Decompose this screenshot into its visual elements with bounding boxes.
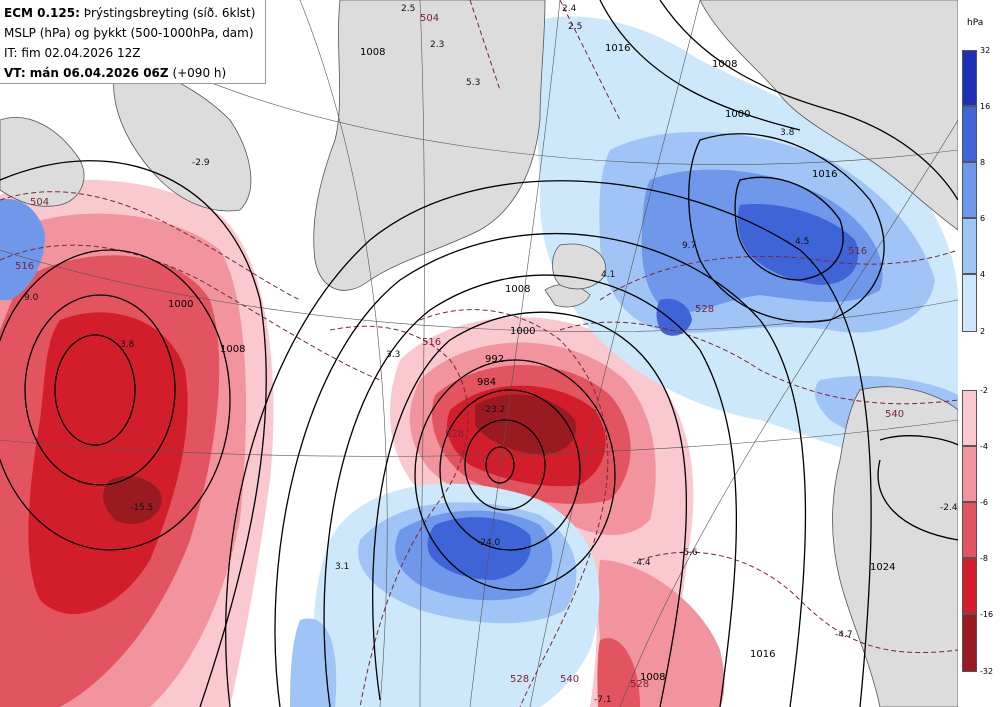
isobar-label: 1008 (712, 59, 738, 70)
field-name: Þrýstingsbreyting (síð. 6klst) (83, 6, 256, 20)
change-value-label: 2.5 (568, 22, 583, 32)
map-title-box: ECM 0.125: Þrýstingsbreyting (síð. 6klst… (0, 0, 266, 84)
title-line-4: VT: mán 06.04.2026 06Z (+090 h) (4, 63, 261, 83)
change-value-label: -2.9 (192, 158, 210, 168)
isobar-label: 1016 (750, 649, 776, 660)
change-value-label: -24.0 (477, 538, 501, 548)
greenland-landmass (313, 0, 546, 291)
isobar-label: 1008 (505, 284, 531, 295)
colorbar-swatch (962, 390, 977, 446)
valid-time: VT: mán 06.04.2026 06Z (4, 66, 169, 80)
colorbar-swatch (962, 162, 977, 218)
baffin-landmass (113, 59, 252, 212)
change-value-label: 3.8 (780, 128, 795, 138)
colorbar-swatch (962, 50, 977, 106)
change-value-label: 9.7 (682, 241, 697, 251)
isobar-label: 992 (485, 354, 505, 365)
colorbar-swatch (962, 218, 977, 274)
change-value-label: 5.3 (466, 78, 481, 88)
colorbar-swatch (962, 558, 977, 614)
isobar-label: 1016 (812, 169, 838, 180)
isobar-label: 1008 (360, 47, 386, 58)
title-line-2: MSLP (hPa) og þykkt (500-1000hPa, dam) (4, 26, 254, 40)
thickness-label: 504 (420, 13, 440, 24)
pressure-rise-area-central (313, 483, 600, 707)
colorbar-swatch (962, 274, 977, 332)
change-value-label: 4.1 (601, 270, 616, 280)
colorbar-tick: 16 (980, 102, 991, 111)
thickness-label: 528 (445, 429, 465, 440)
change-value-label: 3.3 (386, 350, 401, 360)
isobar-label: 1008 (640, 672, 666, 683)
model-name: ECM 0.125: (4, 6, 80, 20)
colorbar-tick: -8 (980, 554, 988, 563)
colorbar-unit: hPa (967, 18, 984, 28)
colorbar-tick: -2 (980, 386, 988, 395)
change-value-label: 9.0 (24, 293, 39, 303)
isobars (0, 0, 958, 707)
title-line-1: ECM 0.125: Þrýstingsbreyting (síð. 6klst… (4, 3, 261, 23)
colorbar-swatch (962, 502, 977, 558)
land-masses (0, 0, 958, 707)
thickness-label: 528 (695, 304, 715, 315)
change-value-label: -23.2 (482, 405, 506, 415)
europe-landmass (832, 386, 958, 707)
map-graphics (0, 0, 958, 707)
change-value-label: 4.5 (795, 237, 810, 247)
change-value-label: -7.1 (594, 695, 612, 705)
colorbar-tick: 8 (980, 158, 986, 167)
scandinavia-landmass (699, 0, 958, 231)
forecast-hour: (+090 h) (172, 66, 227, 80)
change-value-label: 2.4 (562, 4, 577, 14)
thickness-label: 516 (15, 261, 35, 272)
change-value-label: -2.4 (940, 503, 958, 513)
map-area: 1008 1000 992 984 1008 1016 1008 1016 10… (0, 0, 958, 707)
pressure-fall-area-west (0, 179, 274, 707)
colorbar-tick: 4 (980, 270, 986, 279)
colorbar-tick: -4 (980, 442, 988, 451)
thickness-label: 516 (848, 246, 868, 257)
colorbar-tick: 32 (980, 46, 991, 55)
thickness-label: 540 (560, 674, 580, 685)
isobar-label: 1008 (220, 344, 246, 355)
change-value-label: -4.7 (835, 630, 853, 640)
change-value-label: 3.8 (120, 340, 135, 350)
colorbar-tick: -6 (980, 498, 988, 507)
thickness-label: 516 (422, 337, 442, 348)
colorbar-swatch (962, 614, 977, 672)
canada-landmass (0, 117, 85, 207)
thickness-label: 540 (885, 409, 905, 420)
change-value-label: 2.5 (401, 4, 416, 14)
change-value-label: -5.6 (680, 548, 698, 558)
change-value-label: -4.4 (633, 558, 651, 568)
isobar-label: 984 (477, 377, 497, 388)
colorbar-swatch (962, 106, 977, 162)
change-value-label: 3.1 (335, 562, 350, 572)
isobar-label: 1000 (168, 299, 194, 310)
colorbar-tick: -32 (980, 667, 994, 676)
title-line-3: IT: fim 02.04.2026 12Z (4, 46, 141, 60)
isobar-label: 1024 (870, 562, 896, 573)
thickness-label: 528 (510, 674, 530, 685)
thickness-label: 504 (30, 197, 50, 208)
colorbar-tick: 2 (980, 327, 986, 336)
isobar-label: 1000 (510, 326, 536, 337)
colorbar-tick: 6 (980, 214, 986, 223)
colorbar-swatch (962, 446, 977, 502)
change-value-label: -15.5 (130, 503, 154, 513)
thickness-label: 528 (630, 679, 650, 690)
colorbar-tick: -16 (980, 610, 994, 619)
change-value-label: 2.3 (430, 40, 445, 50)
isobar-label: 1000 (725, 109, 751, 120)
isobar-label: 1016 (605, 43, 631, 54)
jan-mayen-landmass (552, 243, 607, 290)
